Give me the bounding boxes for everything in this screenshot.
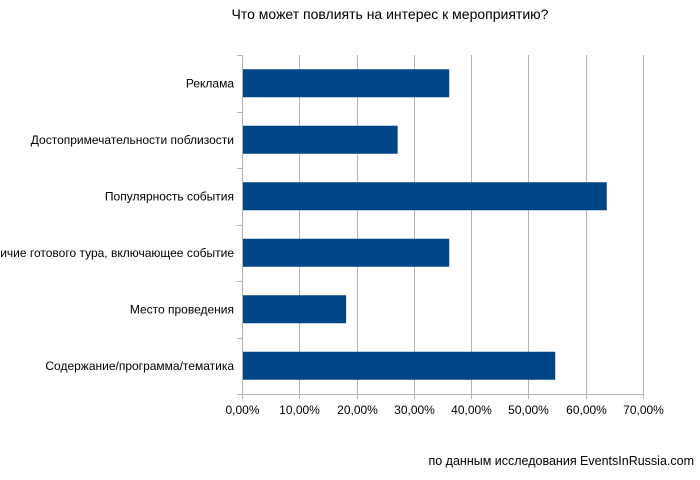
- x-tick-label: 10,00%: [279, 403, 320, 417]
- category-label: Реклама: [186, 76, 234, 90]
- category-label: Место проведения: [130, 302, 234, 316]
- category-label: Наличие готового тура, включающее событи…: [0, 246, 234, 260]
- x-tick-label: 0,00%: [225, 403, 259, 417]
- bar: [243, 69, 450, 98]
- bar: [243, 295, 347, 324]
- x-tick-label: 50,00%: [508, 403, 549, 417]
- bar: [243, 182, 607, 211]
- bar: [243, 125, 398, 154]
- category-label: Достопримечательности поблизости: [31, 133, 234, 147]
- bar: [243, 238, 450, 267]
- x-tick-label: 40,00%: [451, 403, 492, 417]
- x-tick-label: 60,00%: [566, 403, 607, 417]
- chart-title: Что может повлиять на интерес к мероприя…: [231, 6, 549, 22]
- x-tick-label: 30,00%: [394, 403, 435, 417]
- x-tick-label: 20,00%: [337, 403, 378, 417]
- category-label: Популярность события: [105, 189, 234, 203]
- bar: [243, 351, 556, 380]
- source-note: по данным исследования EventsInRussia.co…: [428, 454, 694, 468]
- category-label: Содержание/программа/тематика: [45, 359, 234, 373]
- x-tick-label: 70,00%: [623, 403, 664, 417]
